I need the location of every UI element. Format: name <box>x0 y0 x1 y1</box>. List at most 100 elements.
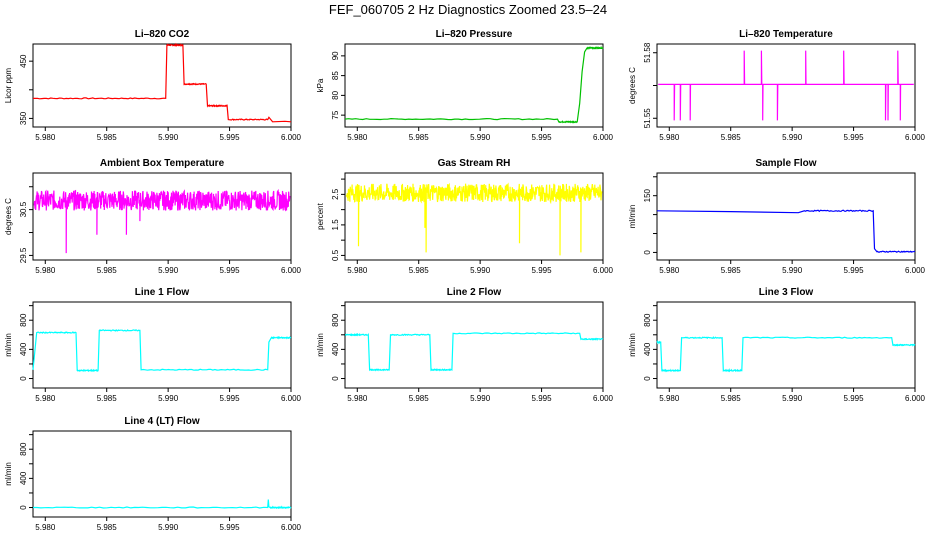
data-trace <box>344 332 604 372</box>
data-trace <box>33 499 292 510</box>
y-axis-label: degrees C <box>628 67 637 104</box>
x-tick-label: 6.000 <box>281 523 302 532</box>
x-tick-label: 5.995 <box>844 133 865 142</box>
y-axis-label: percent <box>316 202 325 229</box>
x-tick-label: 5.980 <box>35 394 56 403</box>
x-tick-label: 5.990 <box>470 133 491 142</box>
x-tick-label: 5.995 <box>220 394 241 403</box>
y-tick-label: 450 <box>19 54 28 68</box>
y-tick-label: 800 <box>19 313 28 327</box>
chart-panel-2: Li–820 Pressure 5.980 5.985 5.990 5.995 6.000… <box>316 29 614 142</box>
plot-frame <box>32 430 292 518</box>
panel-title: Line 2 Flow <box>447 287 502 298</box>
chart-panel-8: Line 2 Flow 5.980 5.985 5.990 5.995 6.000 0 400… <box>316 287 614 403</box>
x-tick-label: 5.980 <box>347 133 368 142</box>
y-tick-label: 800 <box>643 313 652 327</box>
chart-panel-4: Ambient Box Temperature 5.980 5.985 5.990 5.… <box>4 158 302 275</box>
x-tick-label: 6.000 <box>593 394 614 403</box>
y-tick-label: 2.5 <box>331 188 340 200</box>
plot-frame <box>32 172 292 261</box>
panel-title: Ambient Box Temperature <box>100 158 225 169</box>
x-tick-label: 6.000 <box>281 394 302 403</box>
x-tick-label: 5.980 <box>35 523 56 532</box>
plot-frame <box>344 172 604 261</box>
x-tick-label: 5.980 <box>35 133 56 142</box>
x-tick-label: 5.985 <box>721 266 742 275</box>
y-tick-label: 90 <box>331 51 340 60</box>
y-axis-label: ml/min <box>4 462 13 486</box>
plot-frame <box>656 43 916 128</box>
x-tick-label: 5.990 <box>158 523 179 532</box>
data-trace <box>345 182 603 256</box>
x-tick-label: 5.980 <box>659 133 680 142</box>
y-tick-label: 400 <box>19 342 28 356</box>
y-tick-label: 0.5 <box>331 249 340 261</box>
x-tick-label: 6.000 <box>905 133 926 142</box>
y-tick-label: 0 <box>643 250 652 255</box>
panel-title: Sample Flow <box>755 158 816 169</box>
chart-panel-6: Sample Flow 5.980 5.985 5.990 5.995 6.000 0 150… <box>628 158 926 275</box>
x-tick-label: 5.980 <box>347 266 368 275</box>
chart-panel-5: Gas Stream RH 5.980 5.985 5.990 5.995 6.000 0.… <box>316 158 614 275</box>
x-tick-label: 5.995 <box>844 394 865 403</box>
x-tick-label: 5.990 <box>782 133 803 142</box>
chart-panel-9: Line 3 Flow 5.980 5.985 5.990 5.995 6.000 0 400… <box>628 287 926 403</box>
x-tick-label: 5.990 <box>158 266 179 275</box>
x-tick-label: 5.995 <box>220 523 241 532</box>
data-trace <box>344 45 604 124</box>
x-tick-label: 6.000 <box>905 394 926 403</box>
chart-panel-1: Li–820 CO2 5.980 5.985 5.990 5.995 6.000 350 45… <box>4 29 302 142</box>
plot-frame <box>32 43 292 128</box>
panel-title: Gas Stream RH <box>438 158 511 169</box>
x-tick-label: 5.995 <box>532 133 553 142</box>
plot-frame <box>32 301 292 389</box>
x-tick-label: 5.995 <box>532 394 553 403</box>
y-tick-label: 350 <box>19 111 28 125</box>
data-trace <box>32 329 292 373</box>
x-tick-label: 5.985 <box>97 394 118 403</box>
panel-title: Line 3 Flow <box>759 287 814 298</box>
y-tick-label: 400 <box>331 342 340 356</box>
y-axis-label: ml/min <box>316 333 325 357</box>
x-tick-label: 5.985 <box>97 133 118 142</box>
x-tick-label: 5.995 <box>220 133 241 142</box>
y-tick-label: 800 <box>331 313 340 327</box>
panel-title: Li–820 Pressure <box>436 29 513 40</box>
panel-title: Li–820 CO2 <box>135 29 190 40</box>
plot-frame <box>344 43 604 128</box>
x-tick-label: 5.985 <box>721 133 742 142</box>
y-tick-label: 85 <box>331 71 340 80</box>
x-tick-label: 5.985 <box>409 394 430 403</box>
y-tick-label: 400 <box>19 471 28 485</box>
y-tick-label: 29.5 <box>19 247 28 263</box>
x-tick-label: 6.000 <box>905 266 926 275</box>
x-tick-label: 5.995 <box>532 266 553 275</box>
panel-title: Line 4 (LT) Flow <box>124 416 200 427</box>
panel-title: Li–820 Temperature <box>739 29 833 40</box>
plot-frame <box>656 301 916 389</box>
y-tick-label: 0 <box>643 376 652 381</box>
y-axis-label: degrees C <box>4 198 13 235</box>
chart-panel-10: Line 4 (LT) Flow 5.980 5.985 5.990 5.995 6.00… <box>4 416 302 532</box>
y-tick-label: 0 <box>19 376 28 381</box>
x-tick-label: 5.985 <box>97 523 118 532</box>
y-axis-label: ml/min <box>4 333 13 357</box>
chart-panel-3: Li–820 Temperature 5.980 5.985 5.990 5.995 6.… <box>628 29 926 142</box>
x-tick-label: 6.000 <box>593 133 614 142</box>
x-tick-label: 5.990 <box>470 266 491 275</box>
x-tick-label: 5.980 <box>35 266 56 275</box>
data-trace <box>656 209 916 253</box>
y-tick-label: 0 <box>19 505 28 510</box>
y-axis-label: ml/min <box>628 205 637 229</box>
data-trace <box>33 42 292 123</box>
plot-frame <box>344 301 604 389</box>
x-tick-label: 5.990 <box>470 394 491 403</box>
x-tick-label: 5.980 <box>347 394 368 403</box>
x-tick-label: 5.990 <box>158 133 179 142</box>
x-tick-label: 5.995 <box>844 266 865 275</box>
x-tick-label: 5.985 <box>97 266 118 275</box>
y-tick-label: 800 <box>19 442 28 456</box>
x-tick-label: 6.000 <box>281 266 302 275</box>
x-tick-label: 5.990 <box>782 394 803 403</box>
y-tick-label: 1.5 <box>331 219 340 231</box>
